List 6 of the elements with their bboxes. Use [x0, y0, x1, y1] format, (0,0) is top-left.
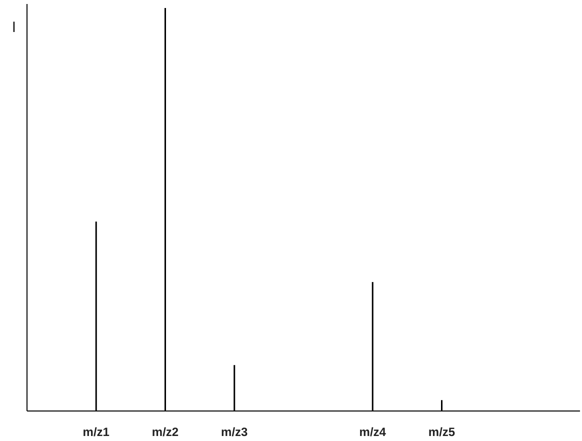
x-tick-label: m/z1 — [82, 425, 110, 439]
x-tick-label: m/z5 — [428, 425, 456, 439]
x-tick-label: m/z4 — [359, 425, 386, 439]
y-axis-title: I — [12, 19, 16, 36]
x-tick-label: m/z3 — [221, 425, 248, 439]
x-tick-label: m/z2 — [152, 425, 179, 439]
